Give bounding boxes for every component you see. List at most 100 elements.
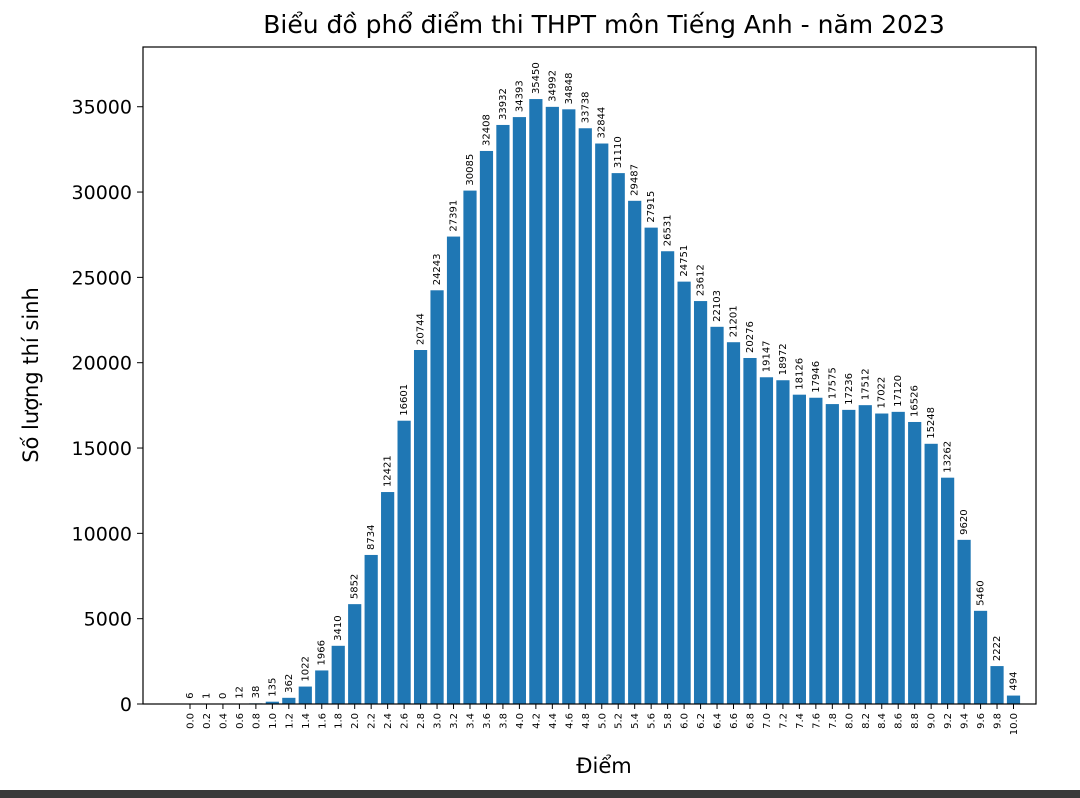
x-tick-label: 7.6 [811,713,822,729]
bar [809,397,823,704]
x-tick-label: 3.0 [433,713,444,729]
bar-value-label: 1022 [300,656,311,681]
x-tick-label: 0.6 [235,713,246,729]
bar [315,670,329,704]
bar-value-label: 20276 [745,321,756,353]
x-tick-label: 8.2 [861,713,872,729]
bar [677,281,691,704]
screen-bottom-edge [0,790,1080,798]
x-tick-label: 5.6 [647,713,658,729]
bar [990,666,1004,704]
y-axis-ticks: 0 5000 10000 15000 20000 25000 30000 35000 [72,97,143,716]
bar-value-label: 15248 [926,407,937,439]
bar-value-label: 16601 [399,384,410,416]
bar [348,604,362,704]
x-tick-label: 6.8 [745,713,756,729]
bar-value-label: 20744 [416,313,427,345]
bar-value-label: 33738 [580,91,591,123]
x-tick-label: 6.0 [680,713,691,729]
bar-value-label: 19147 [761,340,772,372]
bar-value-label: 8734 [366,524,377,549]
x-tick-label: 4.8 [581,713,592,729]
x-tick-label: 9.6 [976,713,987,729]
bar [562,109,576,704]
bar [512,117,526,705]
x-tick-label: 9.8 [993,713,1004,729]
x-tick-label: 7.4 [795,713,806,729]
x-tick-label: 6.2 [696,713,707,729]
x-tick-label: 5.8 [663,713,674,729]
x-tick-label: 0.8 [251,713,262,729]
bar [973,610,988,704]
bar [1006,695,1021,704]
bar-value-label: 35450 [531,62,542,94]
y-tick-label: 30000 [72,182,132,204]
bar [430,290,444,704]
bar-value-label: 135 [267,678,278,697]
bar [776,380,790,704]
x-tick-label: 7.8 [828,713,839,729]
x-tick-label: 4.2 [531,713,542,729]
bar-value-label: 24751 [679,245,690,277]
bar-value-label: 2222 [992,636,1003,661]
bar-value-label: 12 [234,686,245,699]
bar-value-label: 17120 [893,375,904,407]
bar-value-label: 21201 [729,305,740,337]
bar-value-label: 22103 [712,290,723,322]
plot-frame [142,46,1037,705]
x-tick-label: 1.8 [334,713,345,729]
bar [858,405,872,704]
bar-value-label: 17575 [827,367,838,399]
bar-value-label: 33932 [498,88,509,120]
bar [726,342,741,704]
bar-value-label: 32844 [597,107,608,139]
bar [743,357,757,704]
x-tick-label: 7.0 [762,713,773,729]
bar [595,143,609,704]
bar-value-label: 13262 [943,441,954,473]
bar-value-labels: 6 1 0 12 38 135 362 1022 1966 3410 5852 8734 12421 16… [185,62,1020,699]
x-tick-label: 1.0 [268,713,279,729]
x-tick-label: 6.6 [729,713,740,729]
x-tick-label: 6.4 [713,713,724,729]
x-tick-label: 3.4 [465,713,476,729]
y-tick-label: 25000 [72,267,132,289]
bar [611,173,625,705]
x-tick-label: 0.4 [218,713,229,729]
bar [364,554,378,704]
bar-value-label: 17946 [811,361,822,393]
bar [496,124,510,704]
bar-value-label: 3410 [333,615,344,640]
bar [298,686,312,704]
bar-value-label: 31110 [613,136,624,168]
bar-value-label: 0 [218,693,229,699]
bar-value-label: 12421 [383,455,394,487]
bar [842,409,856,704]
bar-value-label: 34393 [514,80,525,112]
y-tick-label: 10000 [72,523,132,545]
x-tick-label: 8.4 [877,713,888,729]
bar-value-label: 1 [201,693,212,699]
x-tick-label: 9.4 [960,713,971,729]
bar-value-label: 30085 [465,154,476,186]
y-tick-label: 20000 [72,353,132,375]
bar [908,421,922,704]
bar [875,413,889,704]
bar [282,697,296,704]
bar [661,251,675,704]
bar [792,394,806,704]
bar-value-label: 26531 [663,214,674,246]
x-tick-label: 10.0 [1009,713,1020,735]
y-tick-label: 0 [120,694,132,716]
x-tick-label: 4.6 [564,713,575,729]
x-tick-label: 2.4 [383,713,394,729]
bar-value-label: 494 [1009,671,1020,690]
bar-value-label: 23612 [696,264,707,296]
bar [331,645,345,704]
bar-value-label: 5852 [350,574,361,599]
bar [924,443,938,704]
bar [941,477,955,704]
bar [693,301,708,704]
bar [759,377,774,704]
